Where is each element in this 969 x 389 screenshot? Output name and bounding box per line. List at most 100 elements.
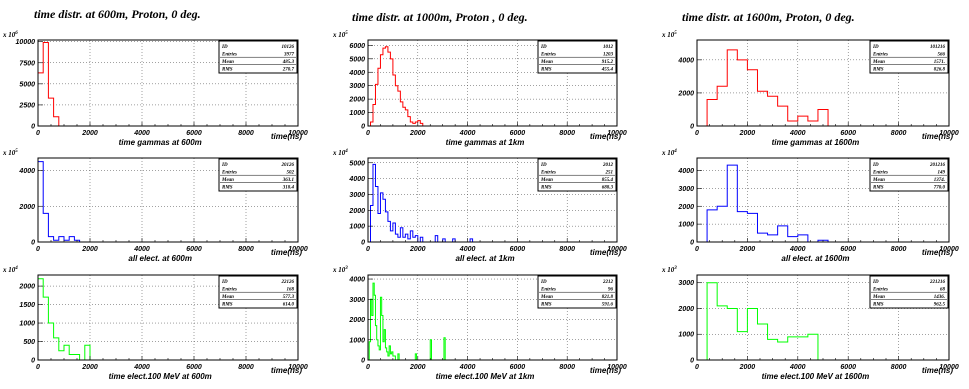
panel-electrons-1000m: 0 2000 4000 6000 8000 10000010002000300040005… [332,149,627,263]
stats-value: 251 [605,170,614,175]
y-tick-label: 5000 [349,160,365,167]
panel-electrons-600m: 0 2000 4000 6000 8000 10000 0 2000 4000 x 105 all … [2,149,308,263]
stats-box: ID 22126Entries 168Mean 577.3RMS 614.0 [219,276,297,308]
y-tick-label: 0 [361,240,365,247]
x-tick-label: 0 [695,246,699,253]
x-tick-label: 2000 [739,130,756,137]
stats-value: 821.8 [602,295,614,300]
stats-box: ID 221216 Entries 68 Mean 1436. RMS 962.5 [870,276,948,308]
panel-electrons-1600m: 0 2000 4000 6000 8000 1000001000200030004000x… [661,149,959,263]
x-tick-label: 8000 [891,364,907,371]
y-tick-label: 1000 [678,222,694,229]
panel-muons-600m: 0 2000 4000 6000 8000 10000 0 500 1000 1500 2000 x … [2,266,308,381]
x-tick-label: 2000 [409,246,426,253]
stats-box: ID 2012Entries 251Mean 855.4RMS 688.3 [538,159,616,191]
stats-label: Mean [221,60,234,65]
stats-box: ID 201216 Entries 149 Mean 1374. RMS 770.0 [870,159,948,191]
stats-label: RMS [541,302,552,307]
x-tick-label: 0 [36,364,40,371]
y-tick-label: 3000 [349,192,365,199]
stats-label: ID [872,45,879,50]
x-tick-label: 6000 [840,130,856,137]
stats-value: 566 [938,52,946,57]
y-tick-label: 10000 [16,39,36,46]
stats-label: RMS [873,67,884,72]
y-tick-label: 4000 [677,168,694,175]
x-tick-label: 6000 [510,364,526,371]
histogram-series [38,162,85,242]
y-tick-label: 6000 [349,43,365,50]
x-tick-label: 0 [366,246,370,253]
stats-label: Entries [221,287,237,292]
y-tick-label: 0 [690,358,694,365]
x-tick-label: 8000 [559,364,575,371]
stats-box: ID 2212Entries 96Mean 821.8RMS 591.6 [538,276,616,308]
stats-label: Entries [872,170,888,175]
histogram-series [38,279,95,360]
stats-value: 591.6 [602,302,614,307]
x-tick-label: 8000 [238,130,254,137]
y-tick-label: 3000 [349,83,365,90]
y-tick-label: 2000 [348,317,365,324]
stats-value: 688.3 [602,185,614,190]
stats-label: Entries [540,52,556,57]
stats-value: 3977 [283,52,295,57]
panel-gammas-600m: 0 2000 4000 6000 8000 10000025005000750010000… [2,31,308,147]
x-tick-label: 0 [36,130,40,137]
y-tick-label: 2000 [677,204,694,211]
x-axis-label: time elect.100 MeV at 600m [109,372,212,381]
x-axis-unit: time(ns) [590,366,621,375]
stats-value: 855.4 [602,178,614,183]
stats-value: 10126 [282,45,295,50]
stats-label: ID [872,280,879,285]
y-tick-label: 7500 [19,60,35,67]
stats-label: RMS [873,302,884,307]
y-tick-label: 2000 [18,204,35,211]
x-axis-unit: time(ns) [590,132,621,141]
y-tick-label: 2000 [677,90,694,97]
y-tick-label: 3000 [349,297,365,304]
stats-box: ID 101216 Entries 566 Mean 1571. RMS 826.8 [870,41,948,73]
y-tick-label: 0 [690,124,694,131]
y-multiplier: x 106 [2,31,18,39]
stats-label: ID [540,163,547,168]
x-axis-label: all elect. at 1km [455,254,514,263]
x-tick-label: 8000 [238,364,254,371]
stats-label: Mean [872,60,885,65]
x-tick-label: 2000 [409,130,426,137]
x-tick-label: 4000 [133,130,150,137]
y-tick-label: 4000 [18,168,35,175]
y-tick-label: 1000 [678,332,694,339]
column-title-600m: time distr. at 600m, Proton, 0 deg. [34,7,201,21]
y-multiplier: x 105 [661,31,677,39]
histogram-series [697,283,878,360]
y-tick-label: 1000 [19,321,35,328]
y-multiplier: x 103 [332,266,348,274]
x-axis-label: time gammas at 1km [446,138,525,147]
y-tick-label: 2000 [348,208,365,215]
x-tick-label: 2000 [81,130,98,137]
x-tick-label: 4000 [133,364,150,371]
x-tick-label: 6000 [186,246,202,253]
x-tick-label: 2000 [81,246,98,253]
stats-value: 2012 [602,163,614,168]
x-tick-label: 6000 [840,364,856,371]
stats-label: RMS [541,67,552,72]
x-tick-label: 4000 [459,130,476,137]
x-tick-label: 8000 [238,246,254,253]
stats-label: RMS [873,185,884,190]
x-tick-label: 6000 [510,246,526,253]
x-axis-unit: time(ns) [922,366,953,375]
y-tick-label: 1500 [19,302,35,309]
stats-label: RMS [222,67,233,72]
histogram-series [368,283,446,360]
x-tick-label: 8000 [559,246,575,253]
x-axis-unit: time(ns) [271,132,302,141]
panel-gammas-1000m: 0 2000 4000 6000 8000 10000010002000300040005… [332,31,627,147]
stats-label: Mean [540,178,553,183]
x-tick-label: 0 [36,246,40,253]
x-tick-label: 6000 [186,130,202,137]
y-tick-label: 0 [31,358,35,365]
x-tick-label: 6000 [840,246,856,253]
stats-label: ID [872,163,879,168]
